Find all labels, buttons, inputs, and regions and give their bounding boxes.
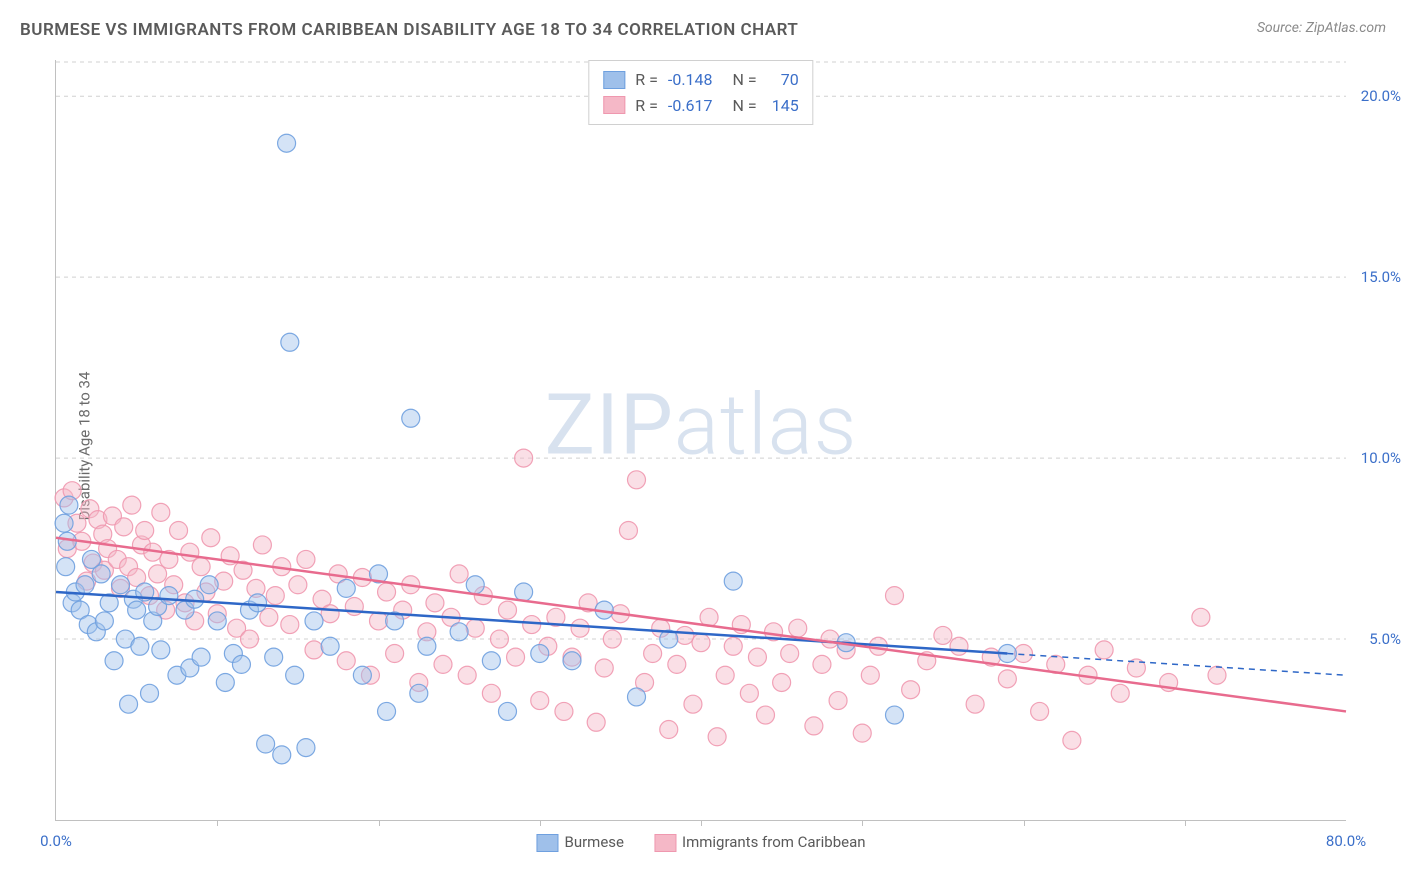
r-value-caribbean: -0.617	[668, 93, 713, 119]
series-legend: Burmese Immigrants from Caribbean	[536, 833, 865, 852]
n-value-burmese: 70	[767, 67, 799, 93]
y-tick-label: 20.0%	[1361, 87, 1401, 105]
n-value-caribbean: 145	[767, 93, 799, 119]
r-value-burmese: -0.148	[668, 67, 713, 93]
x-tick-label: 0.0%	[40, 832, 72, 850]
legend-item-burmese: Burmese	[536, 833, 624, 852]
r-label: R =	[635, 93, 658, 119]
legend-item-caribbean: Immigrants from Caribbean	[654, 833, 866, 852]
legend-row-burmese: R = -0.148 N = 70	[603, 67, 798, 93]
r-label: R =	[635, 67, 658, 93]
legend-swatch-burmese	[603, 71, 625, 89]
x-tick	[540, 820, 541, 826]
x-tick-label: 80.0%	[1326, 832, 1366, 850]
n-label: N =	[733, 67, 757, 93]
chart-plot-area: ZIPatlas R = -0.148 N = 70 R = -0.617 N …	[55, 60, 1346, 821]
source-attribution: Source: ZipAtlas.com	[1257, 20, 1386, 36]
x-tick	[1185, 820, 1186, 826]
legend-swatch-caribbean	[603, 96, 625, 114]
legend-row-caribbean: R = -0.617 N = 145	[603, 93, 798, 119]
legend-swatch-caribbean	[654, 834, 676, 852]
scatter-plot-svg	[56, 60, 1346, 820]
y-tick-label: 5.0%	[1369, 630, 1401, 648]
x-tick	[1024, 820, 1025, 826]
x-tick	[701, 820, 702, 826]
correlation-legend: R = -0.148 N = 70 R = -0.617 N = 145	[588, 60, 813, 125]
x-tick	[862, 820, 863, 826]
y-tick-label: 10.0%	[1361, 449, 1401, 467]
legend-swatch-burmese	[536, 834, 558, 852]
legend-label-caribbean: Immigrants from Caribbean	[682, 833, 866, 851]
legend-label-burmese: Burmese	[564, 833, 624, 851]
x-tick	[217, 820, 218, 826]
x-tick	[379, 820, 380, 826]
chart-title: BURMESE VS IMMIGRANTS FROM CARIBBEAN DIS…	[20, 20, 798, 40]
n-label: N =	[733, 93, 757, 119]
y-tick-label: 15.0%	[1361, 268, 1401, 286]
